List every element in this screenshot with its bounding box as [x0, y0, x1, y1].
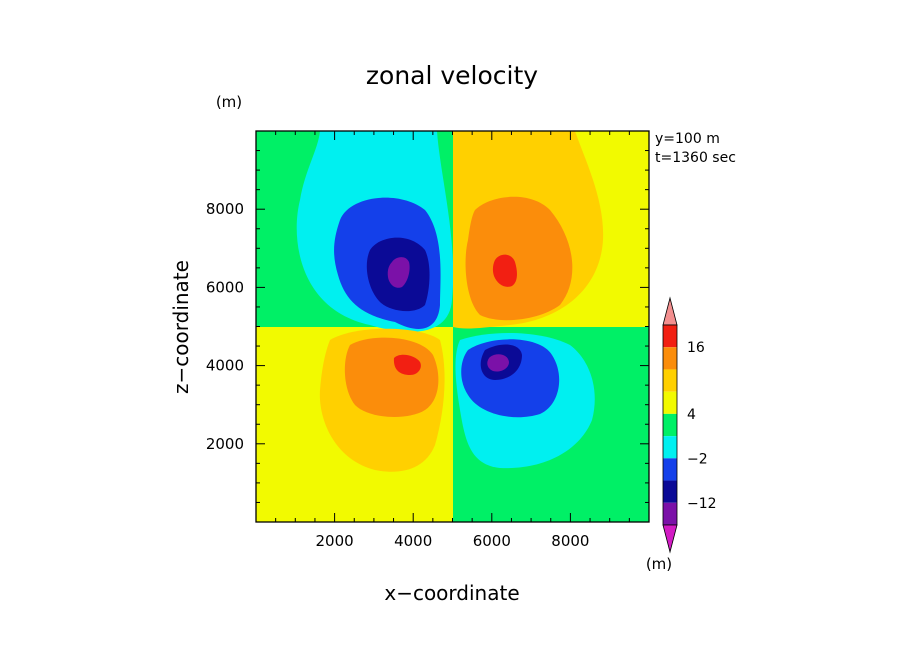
colorbar-top-triangle	[662, 296, 678, 326]
x-unit-label: (m)	[646, 555, 672, 573]
colorbar-swatch	[663, 480, 677, 503]
x-tick-label: 8000	[551, 532, 589, 550]
x-tick-label: 4000	[394, 532, 432, 550]
colorbar-swatch	[663, 369, 677, 392]
x-tick-label: 2000	[316, 532, 354, 550]
vortex-upper-right	[453, 131, 604, 329]
contour-ur-red	[492, 254, 517, 287]
x-axis-label: x−coordinate	[384, 581, 519, 605]
colorbar-label: −2	[687, 451, 708, 467]
y-unit-label: (m)	[216, 93, 242, 111]
contour-ll-orange	[344, 337, 439, 417]
annotation-y: y=100 m	[655, 131, 720, 147]
y-axis-label: z−coordinate	[169, 260, 193, 394]
colorbar-swatch	[663, 436, 677, 459]
contour-ur-orange	[465, 196, 573, 321]
colorbar-swatch	[663, 413, 677, 437]
x-tick-label: 6000	[473, 532, 511, 550]
contour-ll-red	[393, 354, 421, 375]
contour-ul-purple	[387, 257, 410, 288]
y-tick-label: 8000	[206, 200, 244, 218]
colorbar-label: −12	[687, 496, 717, 512]
y-tick-label: 6000	[206, 278, 244, 296]
colorbar-label: 4	[687, 407, 696, 423]
chart-title: zonal velocity	[366, 61, 538, 90]
vortex-upper-left	[296, 131, 454, 332]
plot-area	[256, 131, 649, 522]
colorbar-swatch	[663, 325, 677, 348]
colorbar-label: 16	[687, 340, 705, 356]
annotation-t: t=1360 sec	[655, 150, 736, 166]
colorbar: 16 4 −2 −12	[662, 296, 717, 554]
colorbar-swatch	[663, 391, 677, 414]
vortex-lower-left	[319, 328, 445, 472]
contour-lr-purple	[487, 354, 509, 372]
colorbar-swatch	[663, 458, 677, 481]
y-tick-label: 4000	[206, 357, 244, 375]
axes: 2000 4000 6000 8000 2000 4000 6000 8000	[206, 130, 650, 550]
colorbar-swatch	[663, 347, 677, 370]
colorbar-bottom-triangle	[662, 524, 678, 554]
colorbar-swatch	[663, 502, 677, 525]
vortex-lower-right	[455, 333, 595, 469]
y-tick-label: 2000	[206, 435, 244, 453]
